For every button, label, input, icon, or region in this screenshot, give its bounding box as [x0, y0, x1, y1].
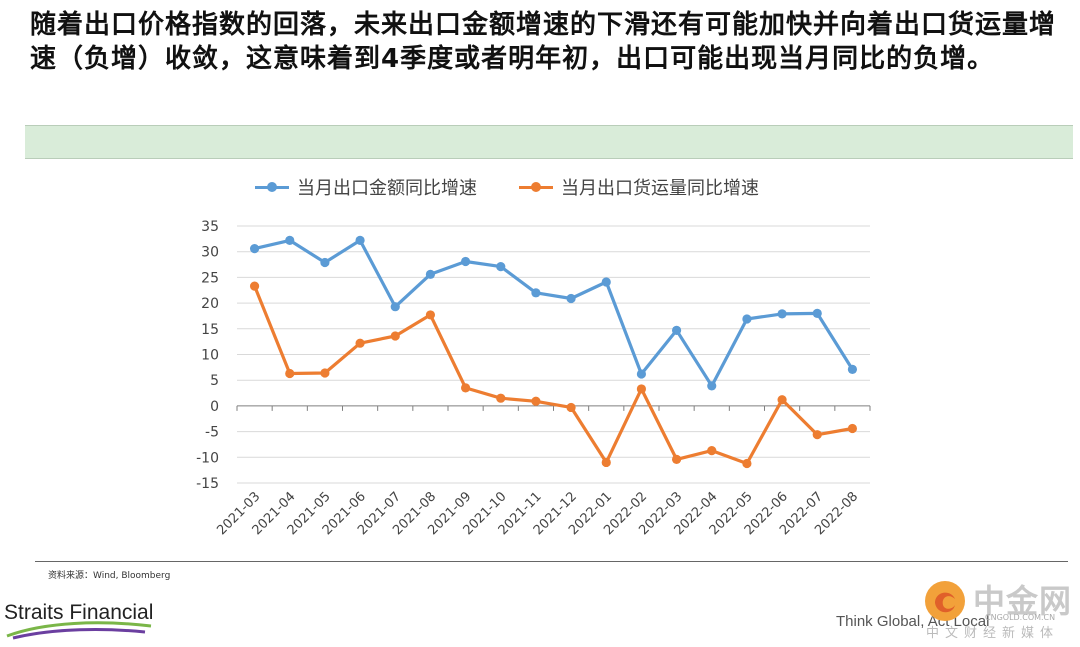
data-point-export-value — [566, 293, 576, 304]
series-line-export-volume — [253, 285, 853, 466]
data-point-export-value — [425, 269, 436, 279]
data-point-export-value — [355, 235, 365, 245]
brand-name: Straits Financial — [4, 601, 154, 624]
y-tick-label: 25 — [201, 270, 219, 286]
data-point-export-volume — [531, 396, 541, 406]
data-point-export-value — [707, 381, 717, 391]
data-point-export-value — [742, 314, 752, 324]
data-point-export-volume — [285, 368, 295, 379]
data-point-export-value — [671, 325, 682, 335]
data-point-export-volume — [355, 338, 365, 348]
data-point-export-value — [847, 364, 858, 375]
data-point-export-volume — [425, 310, 436, 320]
data-point-export-value — [249, 244, 260, 254]
y-tick-label: -5 — [205, 425, 219, 441]
watermark-name: 中金网 — [973, 582, 1073, 620]
data-point-export-volume — [742, 458, 752, 469]
data-point-export-volume — [671, 454, 682, 464]
legend-label-export-volume: 当月出口货运量同比增速 — [561, 178, 759, 199]
data-point-export-value — [601, 277, 611, 287]
y-tick-label: 5 — [210, 373, 219, 389]
data-point-export-value — [777, 309, 787, 319]
data-point-export-value — [285, 235, 295, 245]
y-tick-label: -10 — [196, 450, 219, 466]
y-tick-label: 20 — [201, 296, 219, 312]
legend-item-export-volume: 当月出口货运量同比增速 — [519, 174, 759, 200]
data-point-export-volume — [636, 384, 647, 394]
data-point-export-volume — [566, 402, 576, 413]
y-tick-label: 15 — [201, 322, 219, 338]
data-point-export-volume — [390, 331, 400, 341]
y-tick-label: 35 — [201, 219, 219, 235]
source-note: 资料来源：Wind, Bloomberg — [48, 571, 171, 581]
data-point-export-value — [496, 262, 506, 272]
data-point-export-volume — [320, 368, 330, 378]
data-point-export-value — [636, 369, 647, 379]
y-tick-label: 0 — [210, 399, 219, 415]
data-point-export-volume — [812, 430, 822, 440]
legend-item-export-value: 当月出口金额同比增速 — [255, 174, 477, 200]
data-point-export-volume — [496, 393, 506, 403]
data-point-export-value — [320, 257, 330, 268]
data-point-export-volume — [460, 383, 471, 393]
y-tick-label: -15 — [196, 476, 219, 492]
data-point-export-value — [812, 308, 822, 318]
data-point-export-volume — [707, 446, 717, 456]
watermark-url: CNGOLD.COM.CN — [985, 613, 1056, 622]
data-point-export-volume — [847, 423, 858, 434]
watermark-logo — [925, 581, 965, 621]
data-point-export-value — [460, 256, 471, 267]
y-tick-label: 10 — [201, 348, 219, 364]
watermark-subtitle: 中文财经新媒体 — [926, 626, 1060, 641]
data-point-export-value — [531, 288, 541, 298]
data-point-export-volume — [249, 281, 260, 291]
legend-label-export-value: 当月出口金额同比增速 — [297, 178, 477, 199]
series-line-export-value — [254, 238, 854, 388]
legend-swatch-export-value — [255, 181, 289, 193]
footer-divider — [35, 561, 1068, 562]
data-point-export-volume — [777, 395, 787, 405]
section-band — [25, 125, 1073, 159]
data-point-export-volume — [601, 457, 611, 468]
legend-swatch-export-volume — [519, 181, 553, 193]
data-point-export-value — [390, 302, 400, 312]
brand-swoosh-logo — [6, 621, 152, 640]
y-tick-label: 30 — [201, 245, 219, 261]
headline: 随着出口价格指数的回落，未来出口金额增速的下滑还有可能加快并向着出口货运量增速（… — [30, 10, 1057, 74]
chart-legend: 当月出口金额同比增速 当月出口货运量同比增速 — [255, 174, 801, 200]
